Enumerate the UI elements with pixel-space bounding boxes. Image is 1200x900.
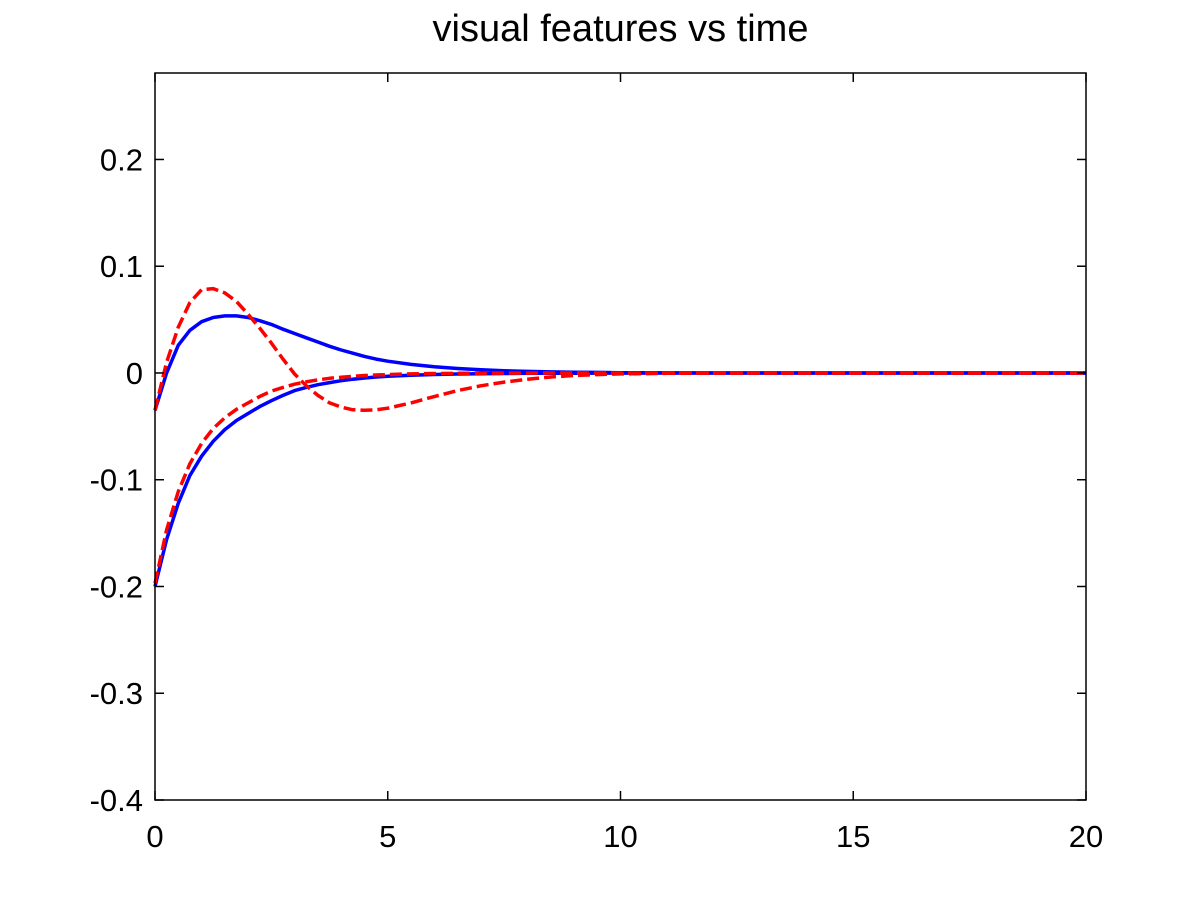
y-tick-label: 0.1	[100, 249, 143, 284]
y-tick-label: -0.2	[90, 569, 143, 604]
series-visual-feature-1-blue-solid	[153, 314, 1086, 411]
y-tick-label: -0.4	[90, 783, 143, 818]
series-visual-feature-4-red-dashed	[153, 371, 1086, 584]
x-tick-label: 20	[1069, 819, 1103, 854]
chart-title: visual features vs time	[432, 8, 809, 50]
y-tick-label: 0.2	[100, 142, 143, 177]
series-visual-feature-2-blue-solid	[153, 371, 1086, 587]
y-tick-label: 0	[126, 356, 143, 391]
x-tick-label: 5	[379, 819, 396, 854]
y-tick-label: -0.1	[90, 463, 143, 498]
y-tick-label: -0.3	[90, 676, 143, 711]
plot-box	[154, 72, 1087, 801]
x-tick-label: 10	[603, 819, 637, 854]
x-tick-label: 15	[836, 819, 870, 854]
x-tick-label: 0	[146, 819, 163, 854]
